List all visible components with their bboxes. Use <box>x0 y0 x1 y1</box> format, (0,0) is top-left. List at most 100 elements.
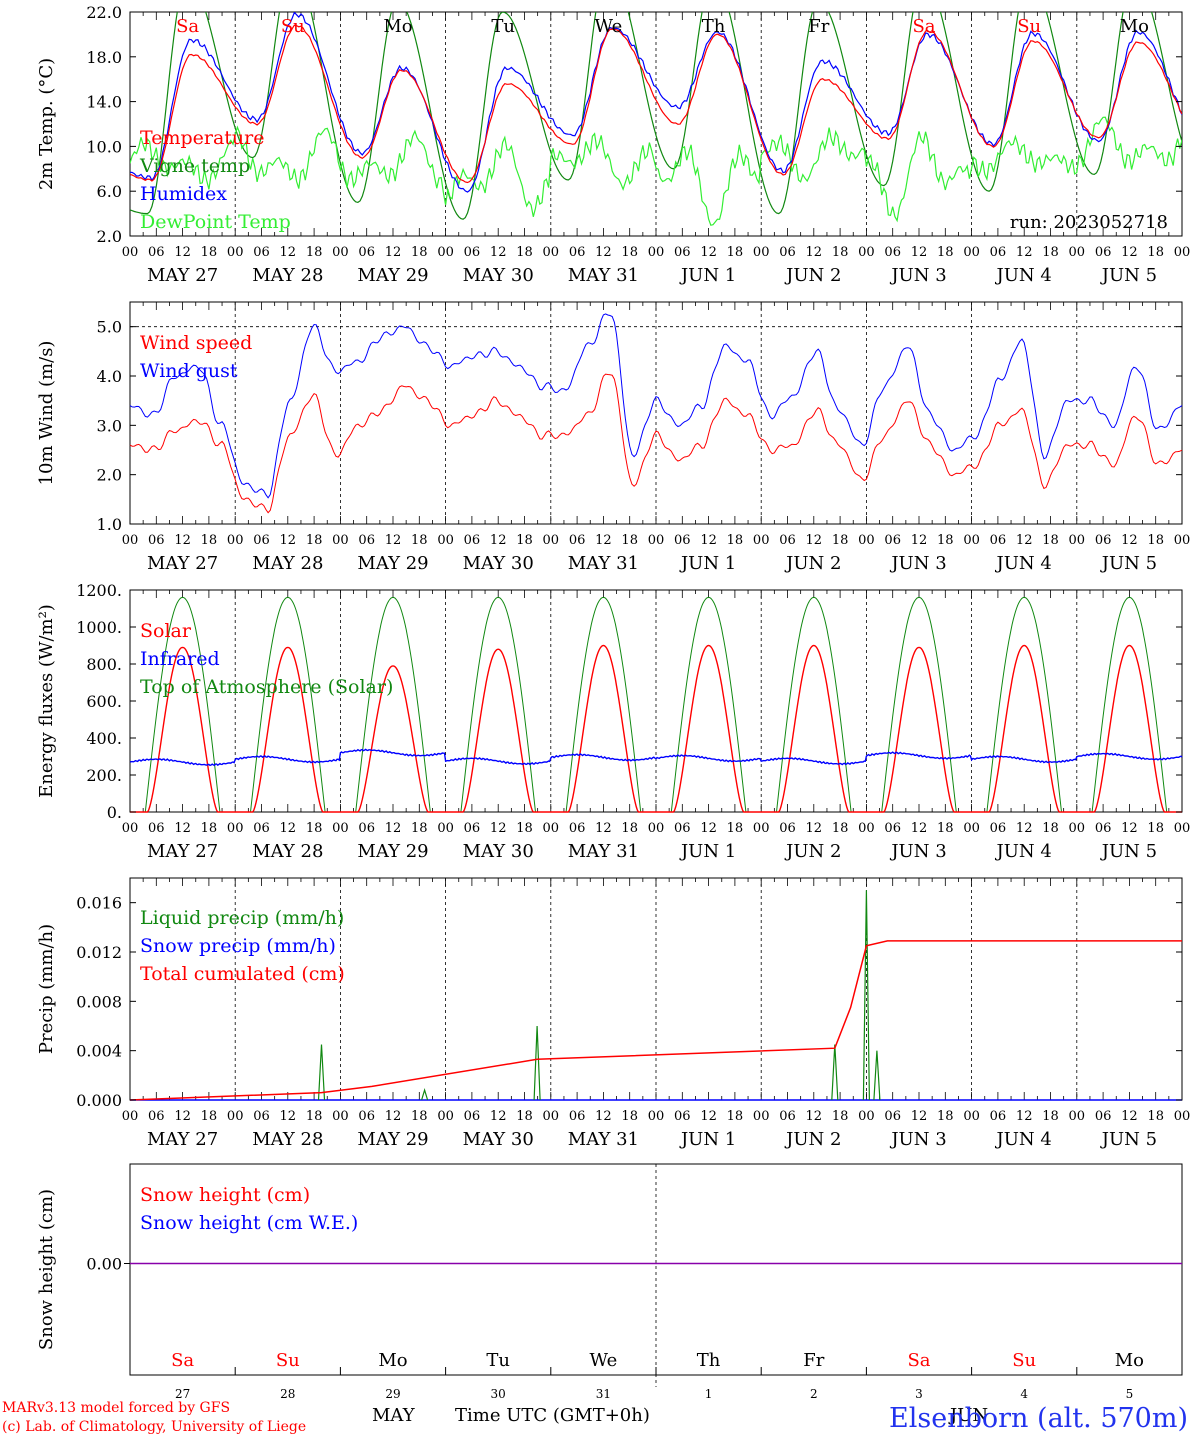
legend-entry: Temperature <box>140 127 264 149</box>
hour-tick-label: 00 <box>858 821 875 836</box>
hour-tick-label: 12 <box>1121 245 1138 260</box>
hour-tick-label: 06 <box>674 1109 691 1124</box>
day-name: Mo <box>1115 1350 1144 1371</box>
series-vigne-temp <box>130 12 1182 220</box>
y-tick-label: 5.0 <box>97 318 122 337</box>
hour-tick-label: 18 <box>727 821 744 836</box>
date-label: MAY 29 <box>357 265 428 286</box>
hour-tick-label: 00 <box>122 533 139 548</box>
hour-tick-label: 18 <box>306 245 323 260</box>
hour-tick-label: 00 <box>437 1109 454 1124</box>
hour-tick-label: 00 <box>543 533 560 548</box>
y-axis-label: Energy fluxes (W/m²) <box>36 604 57 798</box>
legend-entry: Total cumulated (cm) <box>140 963 345 985</box>
date-label: JUN 4 <box>995 265 1052 286</box>
date-label: MAY 27 <box>147 265 218 286</box>
hour-tick-label: 06 <box>148 1109 165 1124</box>
series-dewpoint-temp <box>130 116 1182 226</box>
hour-tick-label: 18 <box>306 821 323 836</box>
date-label: MAY 28 <box>252 1129 323 1150</box>
hour-tick-label: 00 <box>648 1109 665 1124</box>
day-name: Sa <box>171 1350 194 1371</box>
hour-tick-label: 06 <box>569 533 586 548</box>
hour-tick-label: 00 <box>1069 245 1086 260</box>
hour-tick-label: 12 <box>174 1109 191 1124</box>
legend-entry: Liquid precip (mm/h) <box>140 907 344 929</box>
hour-tick-label: 18 <box>201 1109 218 1124</box>
hour-tick-label: 12 <box>280 821 297 836</box>
hour-tick-label: 00 <box>227 245 244 260</box>
date-label: MAY 27 <box>147 553 218 574</box>
y-tick-label: 0. <box>107 803 122 822</box>
date-label: MAY 31 <box>568 553 639 574</box>
model-credit: MARv3.13 model forced by GFS <box>2 1400 231 1416</box>
hour-tick-label: 12 <box>595 821 612 836</box>
y-tick-label: 0.000 <box>76 1091 122 1110</box>
hour-tick-label: 12 <box>385 821 402 836</box>
date-label: JUN 4 <box>995 1129 1052 1150</box>
hour-tick-label: 18 <box>1042 533 1059 548</box>
date-label: JUN 2 <box>784 1129 841 1150</box>
hour-tick-label: 06 <box>1095 245 1112 260</box>
day-number: 2 <box>810 1387 818 1401</box>
hour-tick-label: 18 <box>727 245 744 260</box>
hour-tick-label: 00 <box>963 1109 980 1124</box>
liquid-precip-spike <box>317 1044 326 1101</box>
liquid-precip-spike <box>862 890 870 1101</box>
date-label: JUN 3 <box>889 1129 946 1150</box>
hour-tick-label: 06 <box>148 245 165 260</box>
hour-tick-label: 06 <box>884 245 901 260</box>
hour-tick-label: 12 <box>911 1109 928 1124</box>
hour-tick-label: 12 <box>700 533 717 548</box>
day-name: We <box>595 16 623 37</box>
y-axis-label: 10m Wind (m/s) <box>36 341 57 486</box>
time-axis-label: Time UTC (GMT+0h) <box>455 1405 650 1426</box>
date-label: JUN 5 <box>1100 553 1157 574</box>
date-label: MAY 29 <box>357 553 428 574</box>
hour-tick-label: 06 <box>884 533 901 548</box>
date-label: MAY 31 <box>568 265 639 286</box>
hour-tick-label: 12 <box>595 533 612 548</box>
hour-tick-label: 12 <box>280 245 297 260</box>
day-name: Fr <box>808 16 829 37</box>
series-humidex <box>130 12 1182 193</box>
hour-tick-label: 18 <box>937 245 954 260</box>
hour-tick-label: 06 <box>674 245 691 260</box>
hour-tick-label: 12 <box>595 1109 612 1124</box>
hour-tick-label: 18 <box>516 245 533 260</box>
day-name: Su <box>1017 16 1041 37</box>
hour-tick-label: 06 <box>674 821 691 836</box>
day-number: 27 <box>175 1387 190 1401</box>
hour-tick-label: 00 <box>332 245 349 260</box>
liquid-precip-spike <box>873 1050 881 1101</box>
hour-tick-label: 18 <box>411 1109 428 1124</box>
hour-tick-label: 18 <box>832 533 849 548</box>
date-label: JUN 1 <box>679 265 736 286</box>
date-label: MAY 28 <box>252 553 323 574</box>
hour-tick-label: 06 <box>884 821 901 836</box>
legend-entry: Top of Atmosphere (Solar) <box>140 676 393 698</box>
temperature-lines <box>130 12 1182 226</box>
hour-tick-label: 12 <box>1121 821 1138 836</box>
date-label: MAY 27 <box>147 841 218 862</box>
hour-tick-label: 06 <box>148 821 165 836</box>
legend-entry: DewPoint Temp <box>140 211 291 233</box>
date-label: JUN 1 <box>679 1129 736 1150</box>
hour-tick-label: 00 <box>1069 821 1086 836</box>
hour-tick-label: 18 <box>411 821 428 836</box>
hour-tick-label: 06 <box>358 245 375 260</box>
legend-entry: Snow precip (mm/h) <box>140 935 336 957</box>
hour-tick-label: 00 <box>122 821 139 836</box>
y-axis-label: Precip (mm/h) <box>36 924 57 1054</box>
hour-tick-label: 06 <box>779 821 796 836</box>
date-label: JUN 5 <box>1100 841 1157 862</box>
hour-tick-label: 18 <box>832 245 849 260</box>
day-number: 3 <box>915 1387 923 1401</box>
hour-tick-label: 00 <box>227 821 244 836</box>
series-wind-speed <box>129 373 1183 514</box>
hour-tick-label: 06 <box>358 1109 375 1124</box>
hour-tick-label: 12 <box>1121 533 1138 548</box>
y-tick-label: 4.0 <box>97 367 122 386</box>
hour-tick-label: 00 <box>543 1109 560 1124</box>
hour-tick-label: 00 <box>437 533 454 548</box>
